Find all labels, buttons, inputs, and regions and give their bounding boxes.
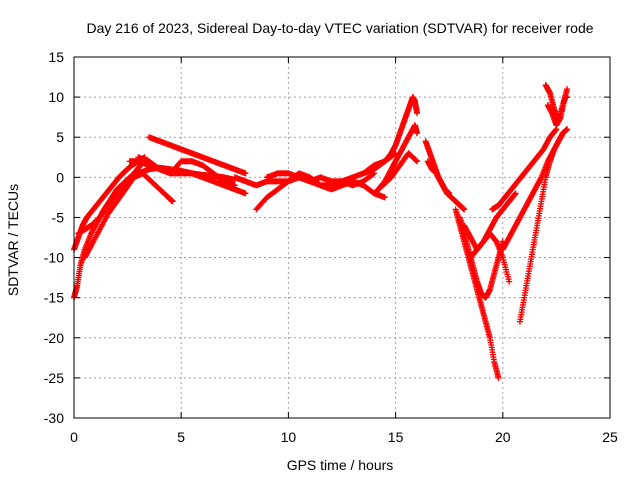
data-point <box>414 130 421 137</box>
x-tick-label: 0 <box>70 429 78 445</box>
x-tick-label: 25 <box>602 429 618 445</box>
data-point <box>551 146 558 153</box>
y-tick-label: 15 <box>48 49 64 65</box>
y-tick-label: 5 <box>56 129 64 145</box>
data-point <box>564 86 571 93</box>
data-point <box>564 126 571 133</box>
x-tick-label: 15 <box>388 429 404 445</box>
y-tick-label: -25 <box>44 370 64 386</box>
data-point <box>169 198 176 205</box>
axis-ticks <box>73 56 611 419</box>
data-point <box>506 278 513 285</box>
y-tick-label: -30 <box>44 410 64 426</box>
y-axis-title: SDTVAR / TECUs <box>5 184 21 296</box>
data-point-interp <box>413 157 420 164</box>
data-point <box>414 158 421 165</box>
data-point <box>461 206 468 213</box>
data-point <box>231 182 238 189</box>
data-point <box>381 194 388 201</box>
data-point <box>495 374 502 381</box>
data-point <box>414 110 421 117</box>
data-points <box>71 82 571 381</box>
plot-frame <box>73 56 611 419</box>
data-point <box>242 190 249 197</box>
chart-title: Day 216 of 2023, Sidereal Day-to-day VTE… <box>86 20 593 36</box>
y-tick-label: -5 <box>52 209 65 225</box>
y-tick-label: -10 <box>44 250 64 266</box>
data-point <box>446 190 453 197</box>
data-point <box>512 190 519 197</box>
data-point <box>242 170 249 177</box>
y-tick-label: -20 <box>44 330 64 346</box>
x-tick-label: 20 <box>495 429 511 445</box>
y-tick-label: 0 <box>56 169 64 185</box>
y-tick-label: 10 <box>48 89 64 105</box>
y-tick-labels: -30 -25 -20 -15 -10 -5 0 5 10 15 <box>44 49 64 426</box>
x-tick-label: 5 <box>177 429 185 445</box>
x-tick-label: 10 <box>281 429 297 445</box>
data-point <box>564 94 571 101</box>
y-tick-label: -15 <box>44 290 64 306</box>
x-axis-title: GPS time / hours <box>287 457 394 473</box>
x-tick-labels: 0 5 10 15 20 25 <box>70 429 618 445</box>
